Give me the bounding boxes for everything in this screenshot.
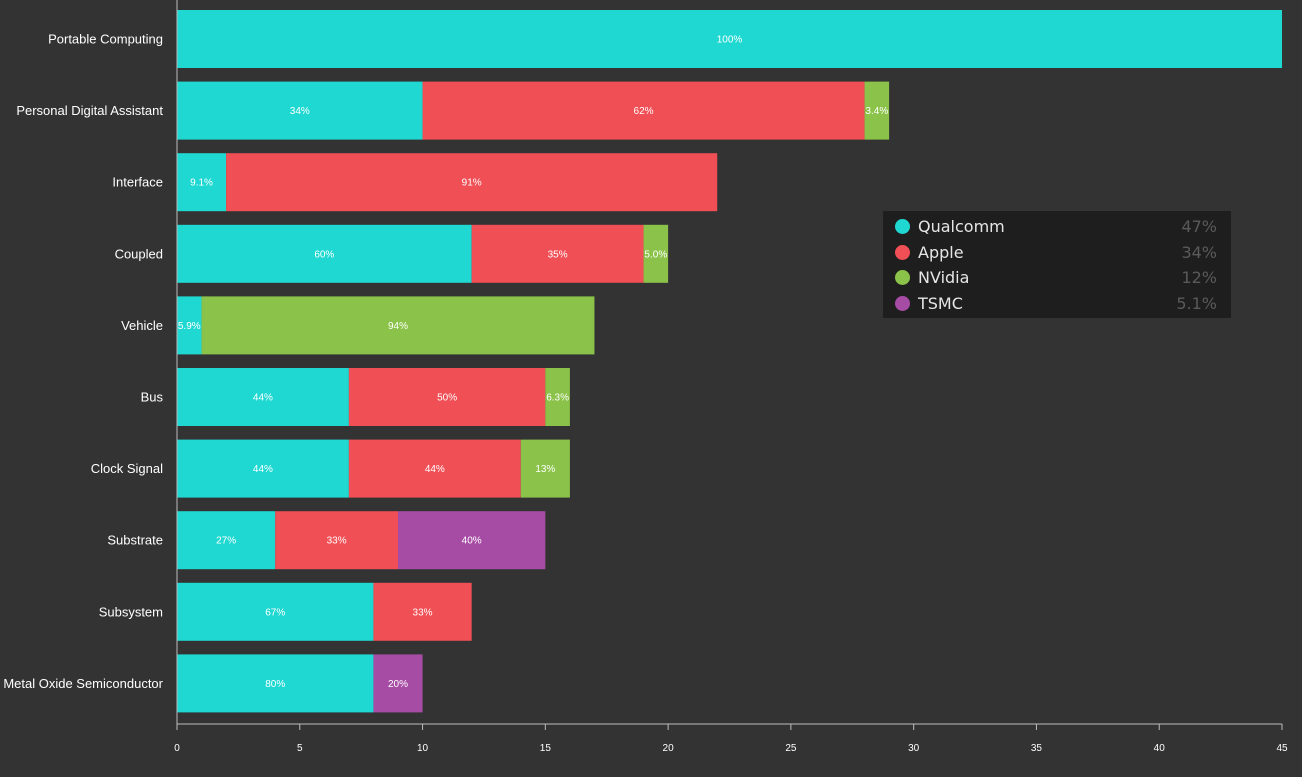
data-label: 6.3%	[546, 393, 569, 404]
bar-qualcomm-clock-signal[interactable]	[177, 439, 349, 498]
legend-item-tsmc[interactable]: TSMC 5.1%	[895, 291, 1217, 317]
bar-qualcomm-coupled[interactable]	[177, 224, 472, 283]
bar-qualcomm-bus[interactable]	[177, 368, 349, 426]
data-label: 27%	[216, 536, 236, 547]
category-label: Metal Oxide Semiconductor	[3, 676, 163, 691]
bar-qualcomm-substrate[interactable]	[177, 511, 276, 570]
bar-qualcomm-vehicle[interactable]	[177, 296, 202, 355]
data-label: 44%	[253, 393, 273, 404]
bar-qualcomm-interface[interactable]	[177, 153, 227, 212]
x-tick-label: 35	[1031, 743, 1043, 754]
legend-percent: 34%	[1181, 242, 1217, 262]
x-tick-label: 30	[908, 743, 920, 754]
data-label: 20%	[388, 679, 408, 690]
category-label: Subsystem	[99, 604, 163, 619]
legend-item-qualcomm[interactable]: Qualcomm 47%	[895, 214, 1217, 240]
legend-item-nvidia[interactable]: NVidia 12%	[895, 265, 1217, 291]
x-tick-label: 15	[540, 743, 552, 754]
bar-apple-interface[interactable]	[226, 153, 718, 212]
bar-apple-subsystem[interactable]	[373, 582, 472, 641]
data-label: 9.1%	[190, 178, 213, 189]
bar-apple-substrate[interactable]	[275, 511, 398, 570]
data-label: 5.9%	[178, 321, 201, 332]
bar-apple-bus[interactable]	[348, 368, 546, 426]
data-label: 44%	[253, 464, 273, 475]
data-label: 80%	[265, 679, 285, 690]
bar-qualcomm-subsystem[interactable]	[177, 582, 374, 641]
bar-qualcomm-metal-oxide-semiconductor[interactable]	[177, 654, 374, 713]
bar-nvidia-vehicle[interactable]	[201, 296, 595, 355]
data-label: 100%	[717, 35, 743, 46]
bar-tsmc-metal-oxide-semiconductor[interactable]	[373, 654, 423, 713]
bar-nvidia-coupled[interactable]	[643, 224, 669, 283]
legend-name: TSMC	[918, 293, 963, 313]
legend-name: NVidia	[918, 268, 970, 288]
bar-apple-clock-signal[interactable]	[348, 439, 521, 498]
x-tick-label: 40	[1154, 743, 1166, 754]
data-label: 62%	[634, 106, 654, 117]
bar-apple-coupled[interactable]	[471, 224, 644, 283]
category-label: Portable Computing	[48, 32, 163, 47]
data-label: 60%	[314, 249, 334, 260]
data-label: 35%	[548, 249, 568, 260]
data-label: 5.0%	[644, 249, 667, 260]
data-label: 40%	[462, 536, 482, 547]
legend-percent: 12%	[1181, 268, 1217, 288]
category-label: Vehicle	[121, 318, 163, 333]
data-label: 50%	[437, 393, 457, 404]
x-tick-label: 5	[297, 743, 303, 754]
category-label: Interface	[112, 175, 163, 190]
data-label: 91%	[462, 178, 482, 189]
category-label: Substrate	[107, 533, 163, 548]
bar-nvidia-bus[interactable]	[545, 368, 570, 426]
x-tick-label: 25	[785, 743, 797, 754]
data-label: 94%	[388, 321, 408, 332]
data-label: 3.4%	[865, 106, 888, 117]
legend-item-apple[interactable]: Apple 34%	[895, 240, 1217, 266]
legend-dot-tsmc	[895, 295, 910, 311]
x-tick-label: 45	[1276, 743, 1288, 754]
bar-nvidia-clock-signal[interactable]	[520, 439, 570, 498]
bar-tsmc-substrate[interactable]	[398, 511, 546, 570]
data-label: 34%	[290, 106, 310, 117]
legend-percent: 5.1%	[1176, 293, 1217, 313]
data-label: 33%	[327, 536, 347, 547]
data-label: 44%	[425, 464, 445, 475]
x-tick-label: 20	[663, 743, 675, 754]
category-label: Coupled	[115, 246, 163, 261]
data-label: 13%	[535, 464, 555, 475]
legend-dot-qualcomm	[895, 219, 910, 235]
bar-apple-personal-digital-assistant[interactable]	[422, 81, 865, 140]
legend-dot-nvidia	[895, 270, 910, 286]
x-tick-label: 0	[174, 743, 180, 754]
legend: Qualcomm 47% Apple 34% NVidia 12% TSMC 5…	[883, 211, 1231, 318]
bar-nvidia-personal-digital-assistant[interactable]	[864, 81, 890, 140]
category-label: Clock Signal	[91, 461, 163, 476]
bar-qualcomm-portable-computing[interactable]	[177, 10, 1282, 68]
category-label: Personal Digital Assistant	[16, 103, 163, 118]
legend-name: Apple	[918, 242, 964, 262]
x-tick-label: 10	[417, 743, 429, 754]
legend-percent: 47%	[1181, 217, 1217, 237]
legend-name: Qualcomm	[918, 217, 1005, 237]
bar-qualcomm-personal-digital-assistant[interactable]	[177, 81, 423, 140]
legend-dot-apple	[895, 244, 910, 260]
data-label: 33%	[413, 607, 433, 618]
category-label: Bus	[141, 390, 164, 405]
data-label: 67%	[265, 607, 285, 618]
